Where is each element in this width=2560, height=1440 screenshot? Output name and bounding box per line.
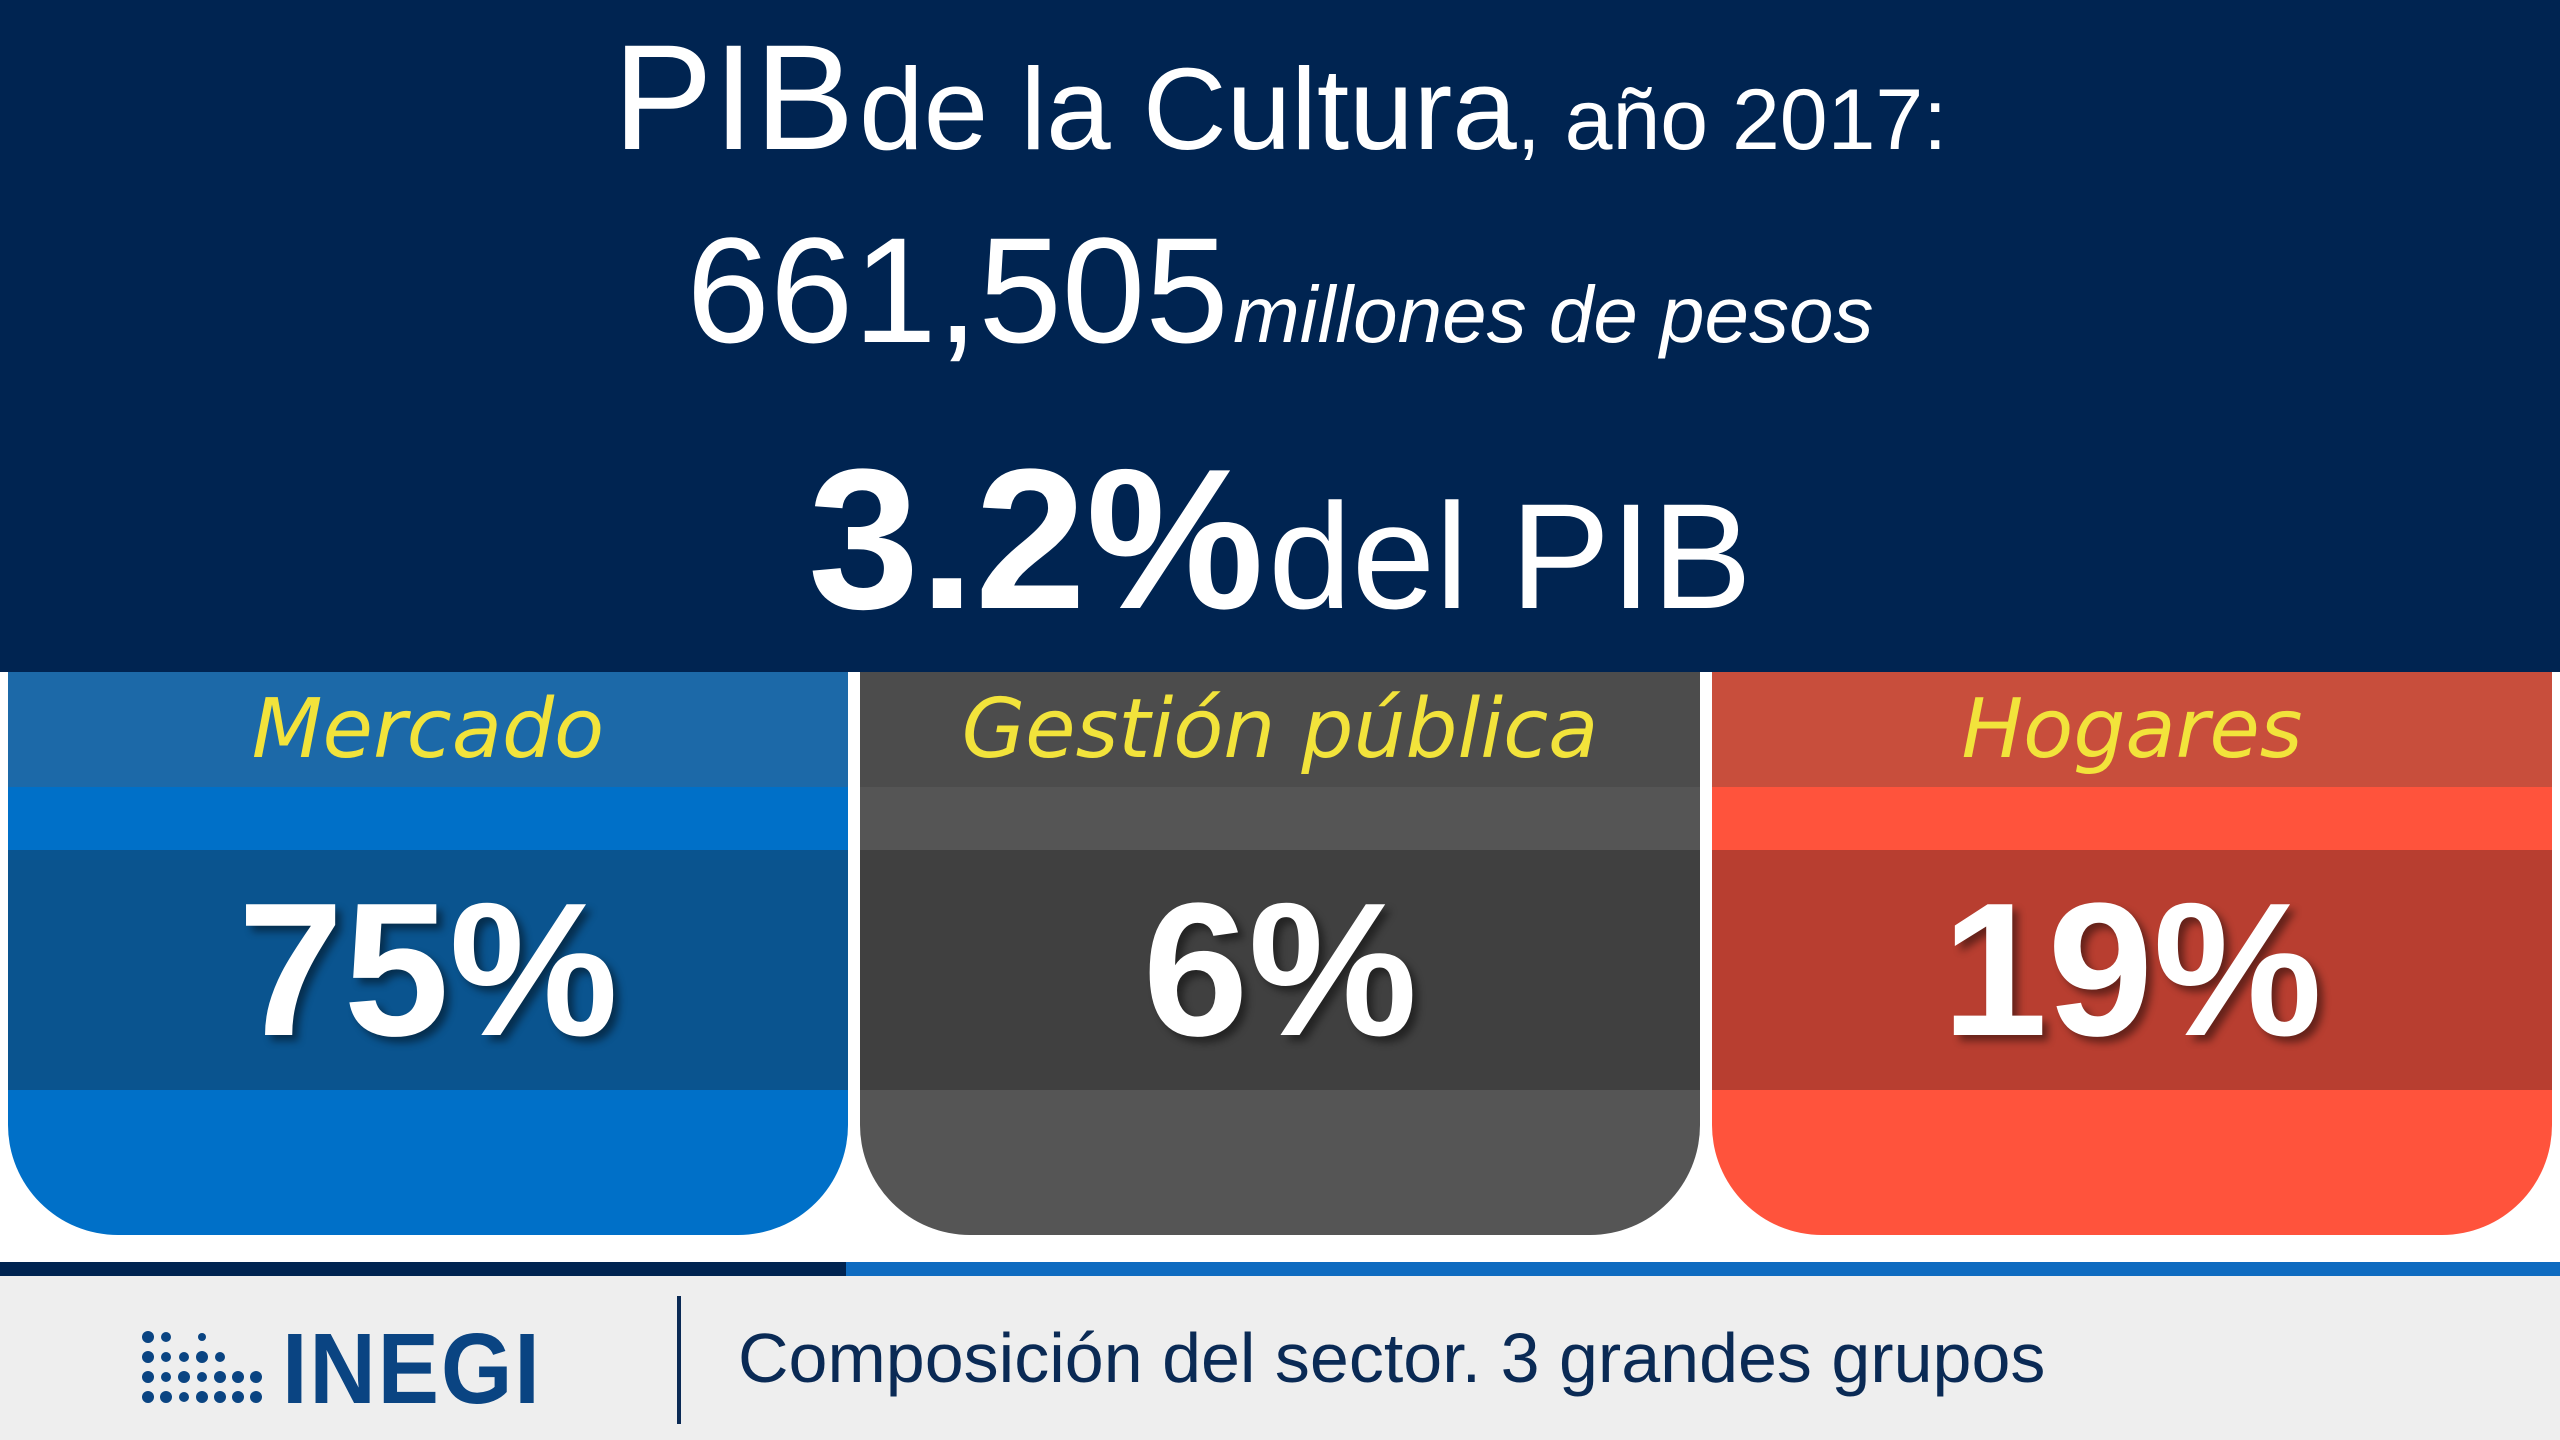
- card-label: Hogares: [1961, 682, 2303, 777]
- gdp-value-number: 661,505: [686, 206, 1229, 374]
- header-banner: PIB de la Cultura, año 2017: 661,505 mil…: [0, 0, 2560, 672]
- card-mercado: Mercado 75%: [8, 672, 848, 1235]
- footer-divider-blue: [846, 1262, 2560, 1276]
- footer-divider-dark: [0, 1262, 846, 1276]
- title-year: , año 2017:: [1516, 72, 1948, 168]
- footer-caption: Composición del sector. 3 grandes grupos: [738, 1319, 2046, 1397]
- card-value-band: [1712, 850, 2552, 1090]
- gdp-value-unit: millones de pesos: [1233, 270, 1874, 359]
- card-gestion-publica: Gestión pública 6%: [860, 672, 1700, 1235]
- card-label: Gestión pública: [961, 682, 1599, 777]
- gdp-share: 3.2% del PIB: [0, 440, 2560, 641]
- card-value-band: [8, 850, 848, 1090]
- gdp-value: 661,505 millones de pesos: [0, 210, 2560, 370]
- card-label: Mercado: [251, 682, 605, 777]
- title-mid: de la Cultura: [859, 44, 1517, 174]
- card-value: 75%: [237, 864, 619, 1076]
- inegi-logo-text: INEGI: [282, 1313, 542, 1425]
- card-label-background: [1712, 672, 2552, 787]
- footer: INEGI Composición del sector. 3 grandes …: [0, 1276, 2560, 1440]
- card-value: 6%: [1142, 864, 1418, 1076]
- card-value: 19%: [1941, 864, 2323, 1076]
- title-main: PIB: [612, 13, 855, 181]
- inegi-logo[interactable]: INEGI: [140, 1313, 564, 1425]
- inegi-dots-logo-icon: [140, 1327, 268, 1411]
- card-value-band: [860, 850, 1700, 1090]
- card-hogares: Hogares 19%: [1712, 672, 2552, 1235]
- gdp-share-text: del PIB: [1268, 472, 1752, 640]
- title: PIB de la Cultura, año 2017:: [0, 10, 2560, 185]
- card-label-background: [860, 672, 1700, 787]
- card-label-background: [8, 672, 848, 787]
- footer-vertical-divider: [677, 1296, 681, 1424]
- gdp-share-percent: 3.2%: [808, 428, 1264, 651]
